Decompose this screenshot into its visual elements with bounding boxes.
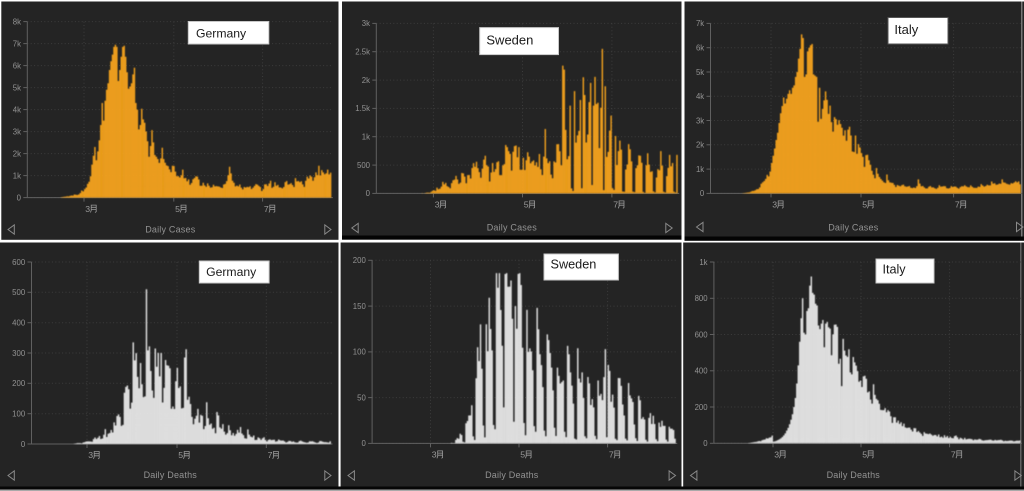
svg-text:0: 0 (703, 439, 708, 448)
svg-text:7: 7 (951, 450, 956, 460)
svg-text:7k: 7k (696, 19, 704, 28)
svg-text:3: 3 (88, 450, 93, 460)
svg-text:500: 500 (12, 288, 26, 297)
svg-text:3: 3 (432, 450, 437, 460)
svg-text:1k: 1k (13, 171, 21, 180)
svg-text:200: 200 (695, 403, 709, 412)
svg-text:0: 0 (700, 189, 705, 198)
svg-text:3: 3 (772, 200, 777, 210)
svg-text:2k: 2k (362, 76, 370, 85)
svg-text:0: 0 (17, 193, 22, 202)
svg-text:Germany: Germany (206, 265, 257, 279)
svg-text:4k: 4k (696, 92, 704, 101)
svg-text:Daily Cases: Daily Cases (828, 222, 879, 232)
svg-text:4k: 4k (13, 105, 21, 114)
svg-text:0: 0 (366, 189, 371, 198)
svg-text:5: 5 (178, 450, 183, 460)
svg-text:600: 600 (12, 258, 26, 267)
svg-text:800: 800 (695, 294, 709, 303)
svg-text:1k: 1k (696, 165, 704, 174)
svg-text:3k: 3k (696, 116, 704, 125)
svg-text:1.5k: 1.5k (355, 104, 370, 113)
svg-text:7: 7 (955, 200, 960, 210)
svg-text:7: 7 (268, 450, 273, 460)
svg-text:600: 600 (695, 330, 709, 339)
svg-text:5: 5 (524, 200, 529, 210)
svg-text:1k: 1k (362, 133, 370, 142)
svg-text:Daily Deaths: Daily Deaths (144, 470, 198, 480)
svg-text:5k: 5k (696, 68, 704, 77)
svg-text:100: 100 (353, 348, 367, 357)
svg-text:Daily Deaths: Daily Deaths (827, 470, 881, 480)
svg-text:5: 5 (862, 200, 867, 210)
svg-text:3: 3 (435, 200, 440, 210)
svg-text:7: 7 (609, 450, 614, 460)
svg-text:2k: 2k (696, 141, 704, 150)
svg-text:Italy: Italy (894, 22, 918, 37)
svg-text:5: 5 (520, 450, 525, 460)
svg-text:2k: 2k (13, 149, 21, 158)
svg-text:6k: 6k (696, 44, 704, 53)
svg-text:3k: 3k (362, 19, 370, 28)
svg-text:1k: 1k (699, 258, 707, 267)
svg-text:300: 300 (12, 349, 26, 358)
svg-text:7k: 7k (13, 39, 21, 48)
svg-text:Daily Cases: Daily Cases (487, 222, 538, 232)
svg-text:100: 100 (12, 410, 26, 419)
svg-text:3: 3 (85, 204, 90, 214)
svg-text:Germany: Germany (196, 27, 247, 41)
svg-text:150: 150 (353, 302, 367, 311)
svg-text:Daily Deaths: Daily Deaths (485, 470, 539, 480)
svg-text:200: 200 (353, 256, 367, 265)
svg-text:7: 7 (613, 200, 618, 210)
svg-text:3k: 3k (13, 127, 21, 136)
svg-text:Sweden: Sweden (486, 33, 533, 48)
svg-text:Sweden: Sweden (551, 258, 597, 272)
svg-text:Daily Cases: Daily Cases (145, 224, 196, 234)
svg-text:50: 50 (357, 393, 366, 402)
svg-text:6k: 6k (13, 61, 21, 70)
svg-text:400: 400 (12, 319, 26, 328)
svg-text:500: 500 (357, 161, 371, 170)
svg-text:5: 5 (862, 450, 867, 460)
svg-text:2.5k: 2.5k (355, 48, 370, 57)
svg-text:400: 400 (695, 367, 709, 376)
svg-text:3: 3 (774, 450, 779, 460)
svg-text:Italy: Italy (883, 263, 907, 277)
svg-text:0: 0 (361, 439, 366, 448)
svg-text:8k: 8k (13, 17, 21, 26)
svg-text:5k: 5k (13, 83, 21, 92)
svg-text:0: 0 (21, 440, 26, 449)
svg-text:7: 7 (264, 204, 269, 214)
svg-text:5: 5 (175, 204, 180, 214)
svg-text:200: 200 (12, 379, 26, 388)
